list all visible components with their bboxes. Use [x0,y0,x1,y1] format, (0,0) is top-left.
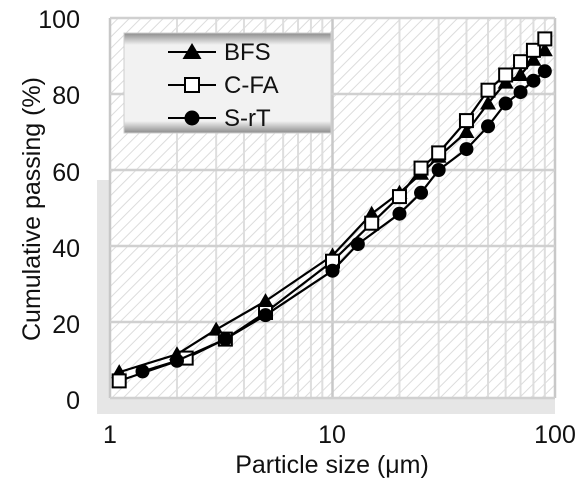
data-point [525,42,541,58]
y-tick-label: 100 [38,6,80,34]
legend-label: BFS [224,39,271,66]
plot-series [111,31,553,389]
legend-entry-s-rt: S-rT [168,105,271,132]
data-point [325,263,340,278]
y-tick-label: 80 [52,82,80,110]
data-point [392,206,407,221]
series-c-fa [111,31,553,389]
data-point [513,54,529,70]
open-square-icon [184,77,200,93]
x-tick-label: 1 [103,421,117,449]
data-point [350,237,365,252]
data-point [513,85,528,100]
legend: BFS C-FA S-rT [123,32,332,134]
data-point [498,96,513,111]
data-point [458,124,475,138]
y-tick-label: 60 [52,159,80,187]
x-axis-tick-labels: 1 10 100 [103,421,576,449]
legend-entry-bfs: BFS [168,39,271,66]
data-point [458,113,474,129]
y-tick-label: 0 [66,387,80,415]
data-point [431,163,446,177]
legend-label: S-rT [224,105,271,132]
data-point [218,332,233,347]
y-axis-title: Cumulative passing (%) [18,77,46,341]
left-axis-band [97,180,110,402]
filled-circle-icon [184,110,200,126]
bottom-axis-band [97,398,555,414]
data-point [480,95,497,110]
y-tick-label: 40 [52,235,80,263]
data-point [431,145,447,161]
data-point [525,51,542,66]
y-axis-tick-labels: 0 20 40 60 80 100 [38,6,80,415]
data-point [169,353,184,368]
x-tick-label: 10 [318,421,346,449]
data-point [512,67,529,81]
data-point [414,185,429,200]
data-point [498,67,514,83]
x-tick-label: 100 [534,421,576,449]
data-point [111,373,127,389]
data-point [413,160,429,176]
data-point [257,293,274,308]
data-point [526,73,541,88]
legend-box [123,32,332,134]
data-point [135,364,150,379]
data-point [459,142,474,157]
data-point [481,119,496,134]
x-axis-title: Particle size (μm) [235,451,429,479]
series-s-rt [135,64,552,379]
data-point [480,82,496,98]
data-point [537,31,553,47]
data-point [364,215,380,231]
data-point [391,189,407,205]
filled-triangle-icon [182,43,202,59]
data-point [258,308,273,323]
y-tick-label: 20 [52,311,80,339]
data-point [537,64,552,79]
legend-label: C-FA [224,72,279,99]
legend-entry-c-fa: C-FA [168,72,279,99]
